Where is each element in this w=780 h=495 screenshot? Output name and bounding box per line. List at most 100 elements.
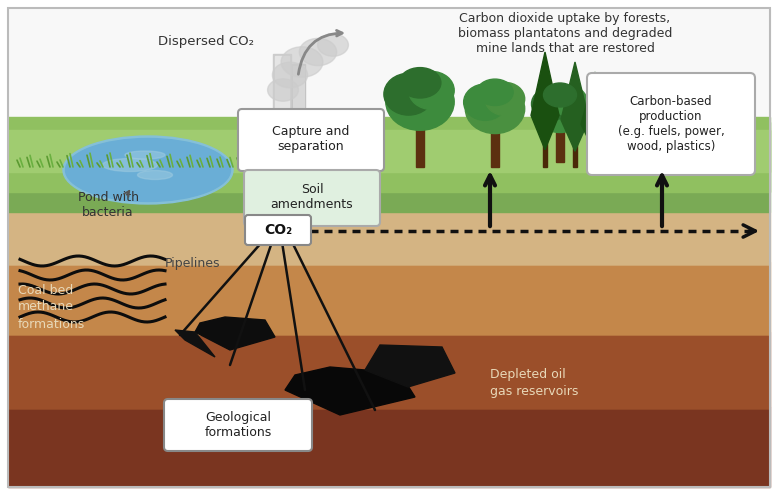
Polygon shape	[195, 317, 275, 350]
Ellipse shape	[602, 92, 634, 119]
Bar	[8, 122, 770, 212]
Ellipse shape	[682, 98, 686, 112]
Ellipse shape	[268, 79, 299, 101]
Ellipse shape	[658, 94, 662, 108]
Bar	[8, 212, 770, 262]
Ellipse shape	[672, 84, 676, 102]
Bar	[273, 54, 291, 164]
Ellipse shape	[689, 93, 693, 106]
Ellipse shape	[466, 84, 525, 134]
Ellipse shape	[687, 77, 693, 95]
Polygon shape	[8, 394, 770, 409]
Polygon shape	[175, 330, 215, 357]
Bar	[543, 139, 547, 167]
Ellipse shape	[690, 78, 694, 92]
Bar	[275, 56, 289, 164]
Polygon shape	[581, 72, 609, 153]
Ellipse shape	[317, 34, 349, 56]
Ellipse shape	[300, 39, 337, 66]
Ellipse shape	[531, 88, 570, 120]
Ellipse shape	[618, 80, 622, 94]
Ellipse shape	[679, 79, 685, 97]
Ellipse shape	[632, 80, 636, 98]
Bar	[8, 407, 770, 487]
Bar	[293, 66, 304, 139]
FancyBboxPatch shape	[245, 215, 311, 245]
Bar	[8, 262, 770, 332]
Ellipse shape	[634, 81, 638, 95]
Bar	[8, 130, 770, 172]
Polygon shape	[8, 320, 770, 335]
FancyBboxPatch shape	[238, 109, 384, 171]
Text: Capture and
separation: Capture and separation	[272, 125, 349, 153]
Ellipse shape	[642, 87, 646, 100]
Bar	[8, 8, 770, 127]
Ellipse shape	[102, 158, 158, 171]
Polygon shape	[365, 345, 455, 387]
Text: Geological
formations: Geological formations	[204, 411, 271, 439]
Ellipse shape	[647, 91, 653, 109]
Text: Coal bed
methane
formations: Coal bed methane formations	[18, 284, 85, 331]
Ellipse shape	[485, 82, 525, 115]
Ellipse shape	[640, 86, 644, 103]
Ellipse shape	[399, 68, 441, 98]
Ellipse shape	[682, 80, 686, 94]
Ellipse shape	[615, 79, 621, 97]
Ellipse shape	[650, 92, 654, 106]
Bar	[416, 117, 424, 167]
Ellipse shape	[533, 88, 587, 133]
Ellipse shape	[125, 151, 165, 159]
Ellipse shape	[463, 84, 506, 120]
Ellipse shape	[674, 85, 678, 99]
Polygon shape	[531, 52, 559, 150]
Ellipse shape	[717, 105, 721, 119]
Text: Pipelines: Pipelines	[165, 256, 221, 269]
Text: Carbon-based
production
(e.g. fuels, power,
wood, plastics): Carbon-based production (e.g. fuels, pow…	[618, 95, 725, 153]
Ellipse shape	[626, 78, 630, 92]
FancyBboxPatch shape	[164, 399, 312, 451]
Ellipse shape	[696, 80, 700, 99]
Ellipse shape	[698, 81, 702, 96]
Ellipse shape	[666, 91, 670, 105]
FancyBboxPatch shape	[244, 170, 380, 226]
Text: Dispersed CO₂: Dispersed CO₂	[158, 36, 254, 49]
Text: CO₂: CO₂	[264, 223, 292, 237]
Ellipse shape	[477, 79, 513, 105]
Bar	[556, 122, 564, 162]
Text: Depleted oil
gas reservoirs: Depleted oil gas reservoirs	[490, 368, 579, 398]
Ellipse shape	[63, 136, 233, 204]
Ellipse shape	[281, 47, 323, 77]
Text: Soil
amendments: Soil amendments	[271, 183, 353, 211]
Polygon shape	[8, 250, 770, 265]
Ellipse shape	[386, 73, 454, 130]
Text: Carbon dioxide uptake by forests,
biomass plantatons and degraded
mine lands tha: Carbon dioxide uptake by forests, biomas…	[458, 12, 672, 55]
Ellipse shape	[584, 93, 619, 123]
Ellipse shape	[696, 91, 700, 105]
Ellipse shape	[655, 93, 661, 111]
Ellipse shape	[710, 101, 714, 115]
Ellipse shape	[608, 85, 612, 103]
Ellipse shape	[544, 83, 576, 107]
Ellipse shape	[595, 89, 625, 110]
Bar	[606, 124, 614, 162]
Ellipse shape	[137, 170, 172, 180]
Ellipse shape	[551, 86, 587, 116]
Ellipse shape	[66, 139, 231, 201]
Ellipse shape	[272, 62, 307, 88]
Bar	[8, 332, 770, 407]
Ellipse shape	[610, 86, 614, 100]
Ellipse shape	[586, 93, 634, 134]
Ellipse shape	[731, 98, 735, 112]
Bar	[491, 122, 499, 167]
Ellipse shape	[664, 90, 668, 108]
Polygon shape	[561, 62, 589, 151]
Bar	[292, 64, 305, 139]
Ellipse shape	[703, 95, 707, 109]
Polygon shape	[285, 367, 415, 415]
Ellipse shape	[409, 71, 454, 109]
Ellipse shape	[623, 77, 629, 95]
Ellipse shape	[724, 103, 728, 117]
Ellipse shape	[384, 73, 434, 115]
Text: Pond with
bacteria: Pond with bacteria	[77, 191, 139, 219]
Bar	[593, 144, 597, 167]
